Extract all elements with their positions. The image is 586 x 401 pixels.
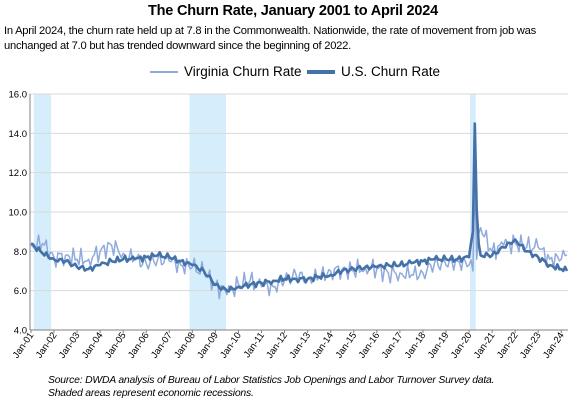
x-tick-label: Jan-22 bbox=[495, 330, 521, 360]
x-tick-label: Jan-12 bbox=[264, 330, 290, 360]
chart-title: The Churn Rate, January 2001 to April 20… bbox=[147, 3, 439, 19]
source-line: Source: DWDA analysis of Bureau of Labor… bbox=[48, 375, 495, 386]
x-tick-label: Jan-14 bbox=[310, 330, 336, 360]
legend-item-virginia: Virginia Churn Rate bbox=[150, 64, 302, 79]
legend-item-us: U.S. Churn Rate bbox=[307, 64, 440, 79]
x-tick-label: Jan-11 bbox=[242, 330, 267, 360]
x-tick-label: Jan-18 bbox=[403, 330, 429, 360]
legend-swatch-virginia bbox=[150, 70, 178, 73]
x-tick-label: Jan-07 bbox=[149, 330, 175, 360]
x-tick-label: Jan-03 bbox=[57, 330, 83, 360]
x-tick-label: Jan-17 bbox=[380, 330, 406, 360]
x-tick-label: Jan-06 bbox=[126, 330, 152, 360]
churn-rate-line-chart: 4.06.08.010.012.014.016.0Jan-01Jan-02Jan… bbox=[9, 90, 569, 361]
recession-note: Shaded areas represent economic recessio… bbox=[48, 388, 254, 399]
y-tick-label: 16.0 bbox=[9, 90, 28, 101]
virginia-series-line bbox=[30, 179, 568, 300]
y-tick-label: 14.0 bbox=[9, 129, 28, 140]
x-tick-label: Jan-13 bbox=[287, 330, 313, 360]
source-note: Source: DWDA analysis of Bureau of Labor… bbox=[48, 374, 568, 400]
x-tick-label: Jan-05 bbox=[103, 330, 129, 360]
x-tick-label: Jan-24 bbox=[541, 330, 567, 360]
legend-label-us: U.S. Churn Rate bbox=[341, 64, 441, 79]
legend-label-virginia: Virginia Churn Rate bbox=[184, 64, 302, 79]
y-tick-label: 4.0 bbox=[14, 326, 27, 337]
x-tick-label: Jan-16 bbox=[357, 330, 383, 360]
x-tick-label: Jan-15 bbox=[334, 330, 360, 360]
x-tick-label: Jan-20 bbox=[449, 330, 475, 360]
x-tick-label: Jan-09 bbox=[195, 330, 221, 360]
x-tick-label: Jan-19 bbox=[426, 330, 452, 360]
x-tick-label: Jan-21 bbox=[472, 330, 498, 360]
us-series-line bbox=[30, 122, 569, 293]
y-tick-label: 10.0 bbox=[9, 208, 28, 219]
y-tick-label: 6.0 bbox=[14, 286, 27, 297]
x-tick-label: Jan-08 bbox=[172, 330, 198, 360]
x-tick-label: Jan-02 bbox=[34, 330, 60, 360]
y-tick-label: 8.0 bbox=[14, 247, 27, 258]
y-tick-label: 12.0 bbox=[9, 168, 28, 179]
chart-subtitle: In April 2024, the churn rate held up at… bbox=[4, 25, 536, 52]
x-tick-label: Jan-23 bbox=[518, 330, 544, 360]
chart-legend: Virginia Churn Rate U.S. Churn Rate bbox=[150, 64, 450, 84]
x-tick-label: Jan-04 bbox=[80, 330, 106, 360]
x-tick-label: Jan-10 bbox=[218, 330, 244, 360]
legend-swatch-us bbox=[307, 69, 335, 74]
